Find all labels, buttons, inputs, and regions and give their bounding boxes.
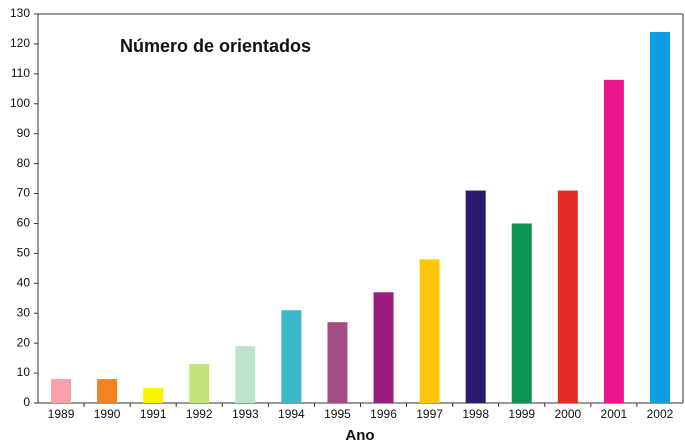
bar [235,346,256,403]
y-tick-label: 110 [11,66,30,80]
bar [511,223,532,403]
y-tick-label: 60 [17,216,31,230]
bar [189,364,210,403]
x-axis-label: Ano [345,427,374,444]
x-tick-label: 1991 [140,407,167,421]
y-tick-label: 40 [17,275,31,289]
x-tick-label: 2002 [647,407,674,421]
x-tick-label: 1989 [48,407,75,421]
x-tick-label: 2000 [554,407,581,421]
bar [143,388,164,403]
bar [373,292,394,403]
x-tick-label: 1998 [462,407,489,421]
x-tick-label: 1990 [94,407,121,421]
bar [649,31,670,403]
y-tick-label: 50 [17,246,31,260]
bar [603,79,624,403]
y-tick-label: 20 [17,335,31,349]
y-tick-label: 120 [10,36,30,50]
y-tick-label: 130 [10,6,30,20]
bar [51,379,72,403]
y-tick-label: 10 [17,365,31,379]
bar [419,259,440,403]
x-tick-label: 1995 [324,407,351,421]
y-tick-label: 0 [23,395,30,409]
bar [281,310,302,403]
bar [465,190,486,403]
chart-title: Número de orientados [120,36,311,56]
y-tick-label: 90 [17,126,31,140]
x-tick-label: 1994 [278,407,305,421]
bar [327,322,348,403]
x-tick-label: 2001 [601,407,628,421]
x-tick-label: 1999 [508,407,535,421]
x-tick-label: 1996 [370,407,397,421]
y-tick-label: 80 [17,156,31,170]
x-tick-label: 1992 [186,407,213,421]
y-tick-label: 100 [10,96,30,110]
bar [97,379,118,403]
bar [557,190,578,403]
y-tick-label: 30 [17,305,31,319]
x-tick-label: 1993 [232,407,259,421]
x-tick-label: 1997 [416,407,443,421]
y-tick-label: 70 [17,186,31,200]
